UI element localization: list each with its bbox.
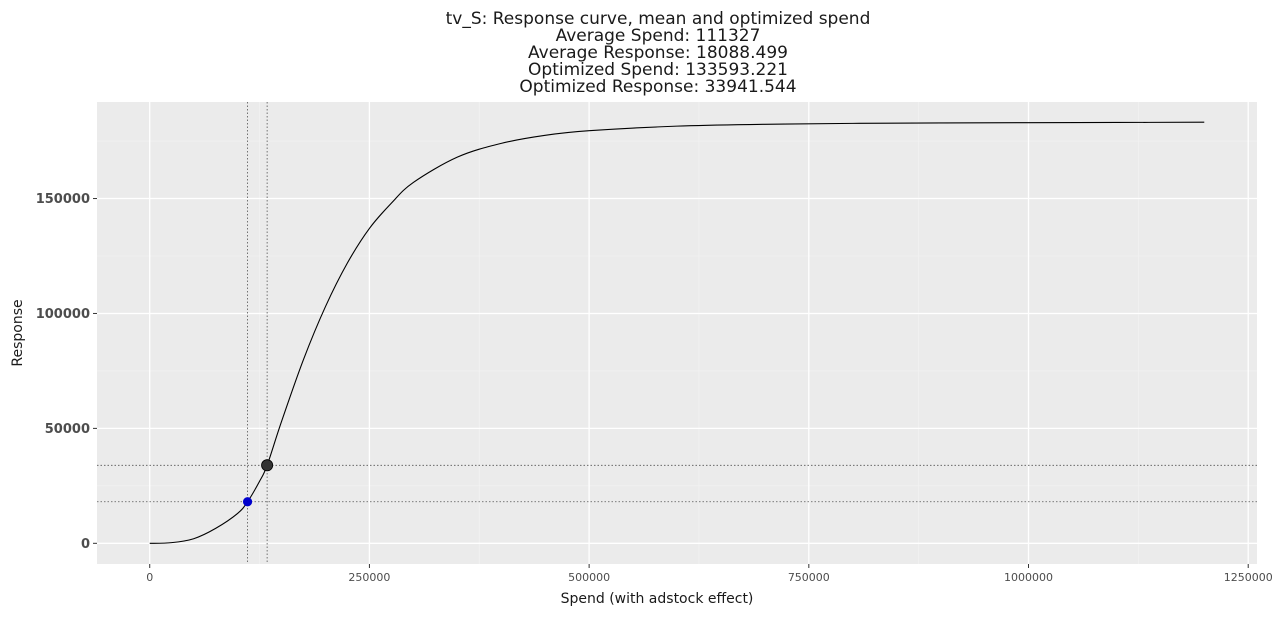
x-tick-label: 500000 [568, 571, 610, 584]
y-axis-title: Response [10, 299, 26, 366]
title-line-3: Average Response: 18088.499 [528, 43, 788, 63]
y-tick-label: 50000 [45, 422, 90, 437]
plot-panel [97, 102, 1257, 564]
title-line-4: Optimized Spend: 133593.221 [528, 60, 788, 80]
x-tick-label: 750000 [788, 571, 830, 584]
y-tick-label: 150000 [36, 192, 90, 207]
x-axis-title: Spend (with adstock effect) [561, 591, 754, 607]
chart-title: tv_S: Response curve, mean and optimized… [446, 9, 871, 97]
reference-lines [97, 102, 1257, 564]
x-tick-label: 1250000 [1224, 571, 1273, 584]
response-curve [149, 121, 1205, 544]
average-point [242, 497, 253, 507]
title-line-5: Optimized Response: 33941.544 [519, 77, 796, 97]
title-line-2: Average Spend: 111327 [556, 26, 761, 46]
title-line-1: tv_S: Response curve, mean and optimized… [446, 9, 871, 29]
grid-minor [97, 102, 1257, 564]
y-tick-label: 0 [81, 537, 90, 552]
x-tick-label: 0 [146, 571, 153, 584]
y-axis-ticks: 0 50000 100000 150000 [36, 192, 97, 552]
reference-points [242, 459, 274, 507]
grid-major [97, 102, 1257, 564]
optimized-point [261, 459, 274, 472]
x-axis-ticks: 0 250000 500000 750000 1000000 1250000 [146, 564, 1273, 584]
y-tick-label: 100000 [36, 307, 90, 322]
x-tick-label: 250000 [348, 571, 390, 584]
x-tick-label: 1000000 [1004, 571, 1053, 584]
